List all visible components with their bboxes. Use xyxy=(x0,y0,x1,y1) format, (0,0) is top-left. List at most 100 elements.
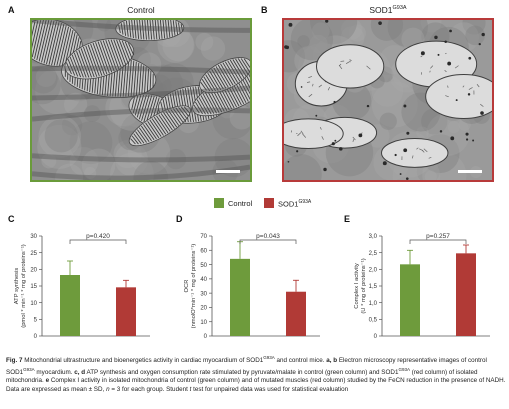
crista xyxy=(131,97,135,110)
texture-blob xyxy=(165,148,187,170)
disrupted-crista xyxy=(430,65,434,69)
bar-control xyxy=(400,264,420,336)
texture-blob xyxy=(371,75,404,107)
scale-bar xyxy=(458,170,482,173)
texture-blob xyxy=(200,36,226,61)
dense-granule xyxy=(455,99,458,102)
texture-blob xyxy=(229,105,250,130)
crista xyxy=(61,28,72,66)
mitochondrion xyxy=(199,57,250,94)
crista xyxy=(90,43,103,76)
crista xyxy=(56,25,67,66)
disrupted-crista xyxy=(480,103,484,107)
y-tick-label: 15 xyxy=(30,284,37,290)
crista xyxy=(138,94,147,120)
texture-blob xyxy=(309,34,328,53)
dense-granule xyxy=(437,53,440,56)
texture-blob xyxy=(465,25,485,46)
dense-granule xyxy=(331,142,335,146)
dense-granule xyxy=(366,104,370,108)
bar-control xyxy=(60,275,80,336)
chart-atp-synthesis: 0 5 10 15 20 25 30 ATP synthesis(pmol * min⁻¹ *… xyxy=(0,222,170,350)
y-tick-label: 2,0 xyxy=(369,268,378,274)
caption-part: and control mice. xyxy=(274,357,327,365)
legend: Control SOD1G93A xyxy=(0,197,509,211)
crista xyxy=(141,65,145,94)
disrupted-crista xyxy=(306,81,311,83)
disrupted-crista xyxy=(468,87,473,90)
crista xyxy=(235,58,247,77)
texture-blob xyxy=(214,138,250,178)
texture-blob xyxy=(55,163,84,180)
crista xyxy=(153,116,167,135)
crista xyxy=(151,118,164,136)
y-tick-label: 30 xyxy=(200,291,207,297)
crista xyxy=(136,94,145,118)
disrupted-crista xyxy=(339,63,342,67)
texture-blob xyxy=(290,20,334,61)
dense-granule xyxy=(434,35,438,40)
caption-sup: G93A xyxy=(23,366,35,372)
y-tick-label: 0,5 xyxy=(369,318,378,324)
texture-blob xyxy=(32,67,61,105)
dense-granule xyxy=(296,150,299,153)
crista xyxy=(220,63,234,86)
swollen-mitochondrion xyxy=(381,138,449,168)
crista xyxy=(132,95,139,113)
texture-blob xyxy=(96,20,112,32)
crista xyxy=(227,60,241,82)
y-tick-label: 0 xyxy=(374,334,378,340)
mitochondrion xyxy=(64,38,135,80)
y-axis-label: OCR(nmolO*min⁻¹ * mg of proteins⁻¹) xyxy=(184,244,197,329)
y-tick-label: 5 xyxy=(34,318,38,324)
crista xyxy=(144,20,147,40)
texture-blob xyxy=(311,22,330,41)
crista xyxy=(124,41,133,59)
dense-granule xyxy=(420,51,425,56)
legend-swatch-sod1 xyxy=(264,198,274,208)
control-micrograph xyxy=(30,18,252,182)
dense-granule xyxy=(447,61,452,66)
panel-b-title-sup: G93A xyxy=(392,5,407,12)
y-tick-label: 1,5 xyxy=(369,284,378,290)
texture-blob xyxy=(114,142,149,177)
y-tick-label: 0 xyxy=(34,334,38,340)
legend-label-sod1: SOD1G93A xyxy=(278,199,311,209)
crista xyxy=(113,39,124,67)
caption-part: ATP synthesis and oxygen consumption rat… xyxy=(85,368,399,376)
crista xyxy=(211,69,224,90)
y-axis-label: ATP synthesis(pmol * min⁻¹ * mg of prote… xyxy=(14,244,27,328)
crista xyxy=(172,20,176,36)
crista xyxy=(125,58,130,97)
disrupted-crista xyxy=(476,84,480,88)
crista xyxy=(165,111,178,128)
caption-part: Mitochondrial ultrastructure and bioener… xyxy=(22,357,264,365)
texture-blob xyxy=(421,108,448,135)
dense-granule xyxy=(300,86,303,88)
legend-swatch-control xyxy=(214,198,224,208)
crista xyxy=(82,46,95,78)
texture-blob xyxy=(84,166,97,180)
crista xyxy=(135,131,145,144)
y-tick-label: 70 xyxy=(200,234,207,240)
texture-blob xyxy=(371,81,418,128)
texture-blob xyxy=(44,119,78,153)
myofibril-band xyxy=(32,153,250,163)
crista xyxy=(130,60,135,97)
crista xyxy=(164,20,168,38)
crista xyxy=(135,62,140,96)
legend-label-sod1-base: SOD1 xyxy=(278,199,299,209)
dense-granule xyxy=(358,133,363,138)
dense-granule xyxy=(339,147,343,151)
crista xyxy=(149,119,162,137)
disrupted-crista xyxy=(423,148,428,153)
myofibril-band xyxy=(32,107,250,122)
significance-bracket xyxy=(409,239,467,244)
disrupted-crista xyxy=(447,85,449,88)
disrupted-crista xyxy=(352,139,355,142)
disrupted-crista xyxy=(445,95,449,98)
crista xyxy=(157,20,160,40)
crista xyxy=(36,20,47,61)
panel-b-title: SOD1G93A xyxy=(282,5,494,15)
y-tick-label: 40 xyxy=(200,277,207,283)
